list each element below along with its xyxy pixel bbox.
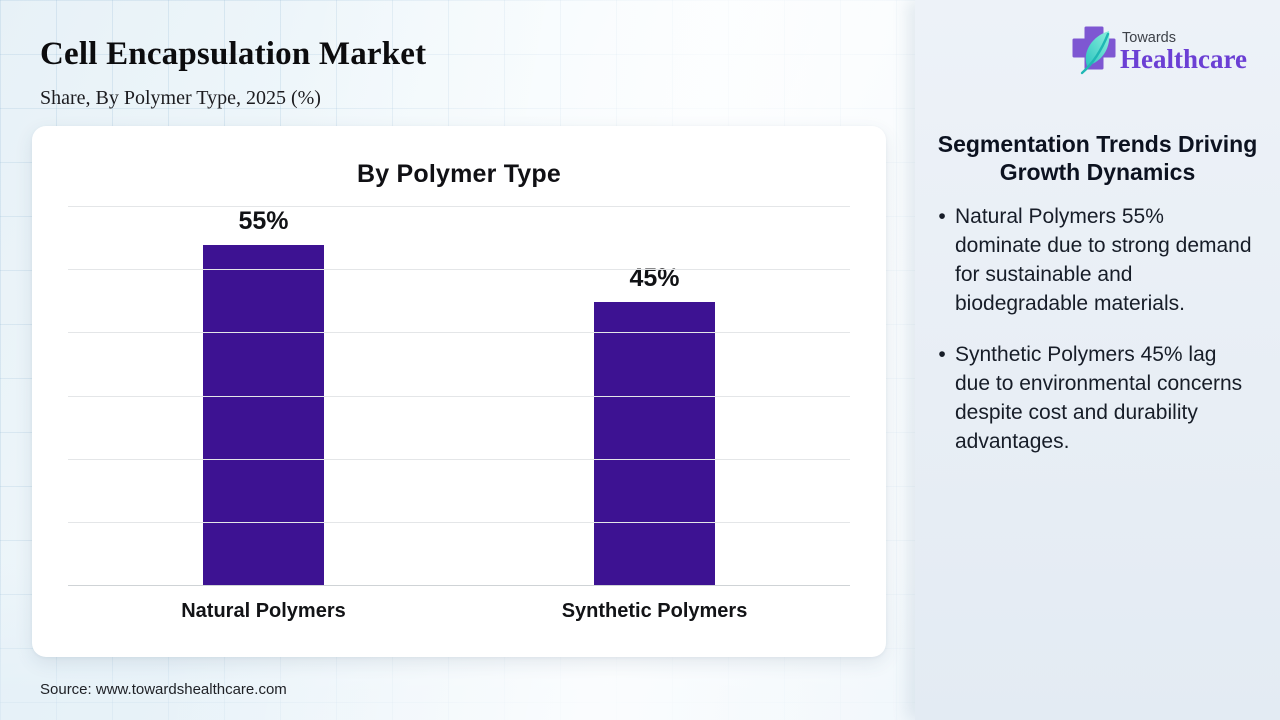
gridline bbox=[68, 395, 850, 397]
bullet-item: • Synthetic Polymers 45% lag due to envi… bbox=[929, 340, 1252, 456]
logo-text-healthcare: Healthcare bbox=[1120, 44, 1247, 74]
right-panel: Towards Healthcare Segmentation Trends D… bbox=[915, 0, 1280, 720]
plot-area: 55% 45% bbox=[68, 206, 850, 586]
bar-synthetic-polymers bbox=[594, 301, 715, 586]
gridline bbox=[68, 332, 850, 334]
bar-natural-polymers bbox=[203, 245, 324, 586]
logo-graphic: Towards Healthcare bbox=[1072, 26, 1247, 75]
right-panel-heading: Segmentation Trends Driving Growth Dynam… bbox=[937, 131, 1258, 186]
gridline bbox=[68, 521, 850, 523]
right-panel-bullet-list: • Natural Polymers 55% dominate due to s… bbox=[929, 202, 1252, 478]
bar-value-label: 45% bbox=[629, 263, 680, 292]
gridline bbox=[68, 269, 850, 271]
gridline bbox=[68, 458, 850, 460]
bullet-dot-icon: • bbox=[938, 343, 946, 366]
source-text: Source: www.towardshealthcare.com bbox=[40, 681, 287, 698]
bar-column-natural-polymers: 55% bbox=[68, 207, 459, 586]
page-subtitle: Share, By Polymer Type, 2025 (%) bbox=[40, 87, 321, 109]
gridline bbox=[68, 585, 850, 586]
category-label-synthetic-polymers: Synthetic Polymers bbox=[561, 600, 748, 622]
bullet-text: Synthetic Polymers 45% lag due to enviro… bbox=[955, 343, 1243, 453]
category-axis: Natural Polymers Synthetic Polymers bbox=[68, 600, 850, 623]
main-header: Cell Encapsulation Market Share, By Poly… bbox=[40, 36, 426, 110]
towards-healthcare-logo: Towards Healthcare bbox=[1072, 24, 1252, 80]
bullet-dot-icon: • bbox=[938, 205, 946, 228]
chart-card: By Polymer Type 55% 45% Natural Polymers… bbox=[32, 126, 886, 657]
chart-title: By Polymer Type bbox=[356, 160, 561, 188]
bullet-item: • Natural Polymers 55% dominate due to s… bbox=[929, 202, 1252, 318]
bar-value-label: 55% bbox=[238, 207, 289, 235]
gridline bbox=[68, 206, 850, 207]
bar-columns: 55% 45% bbox=[68, 207, 850, 586]
bar-column-synthetic-polymers: 45% bbox=[459, 207, 850, 586]
page-title: Cell Encapsulation Market bbox=[40, 36, 427, 72]
category-label-natural-polymers: Natural Polymers bbox=[181, 600, 346, 622]
bullet-text: Natural Polymers 55% dominate due to str… bbox=[955, 205, 1252, 315]
